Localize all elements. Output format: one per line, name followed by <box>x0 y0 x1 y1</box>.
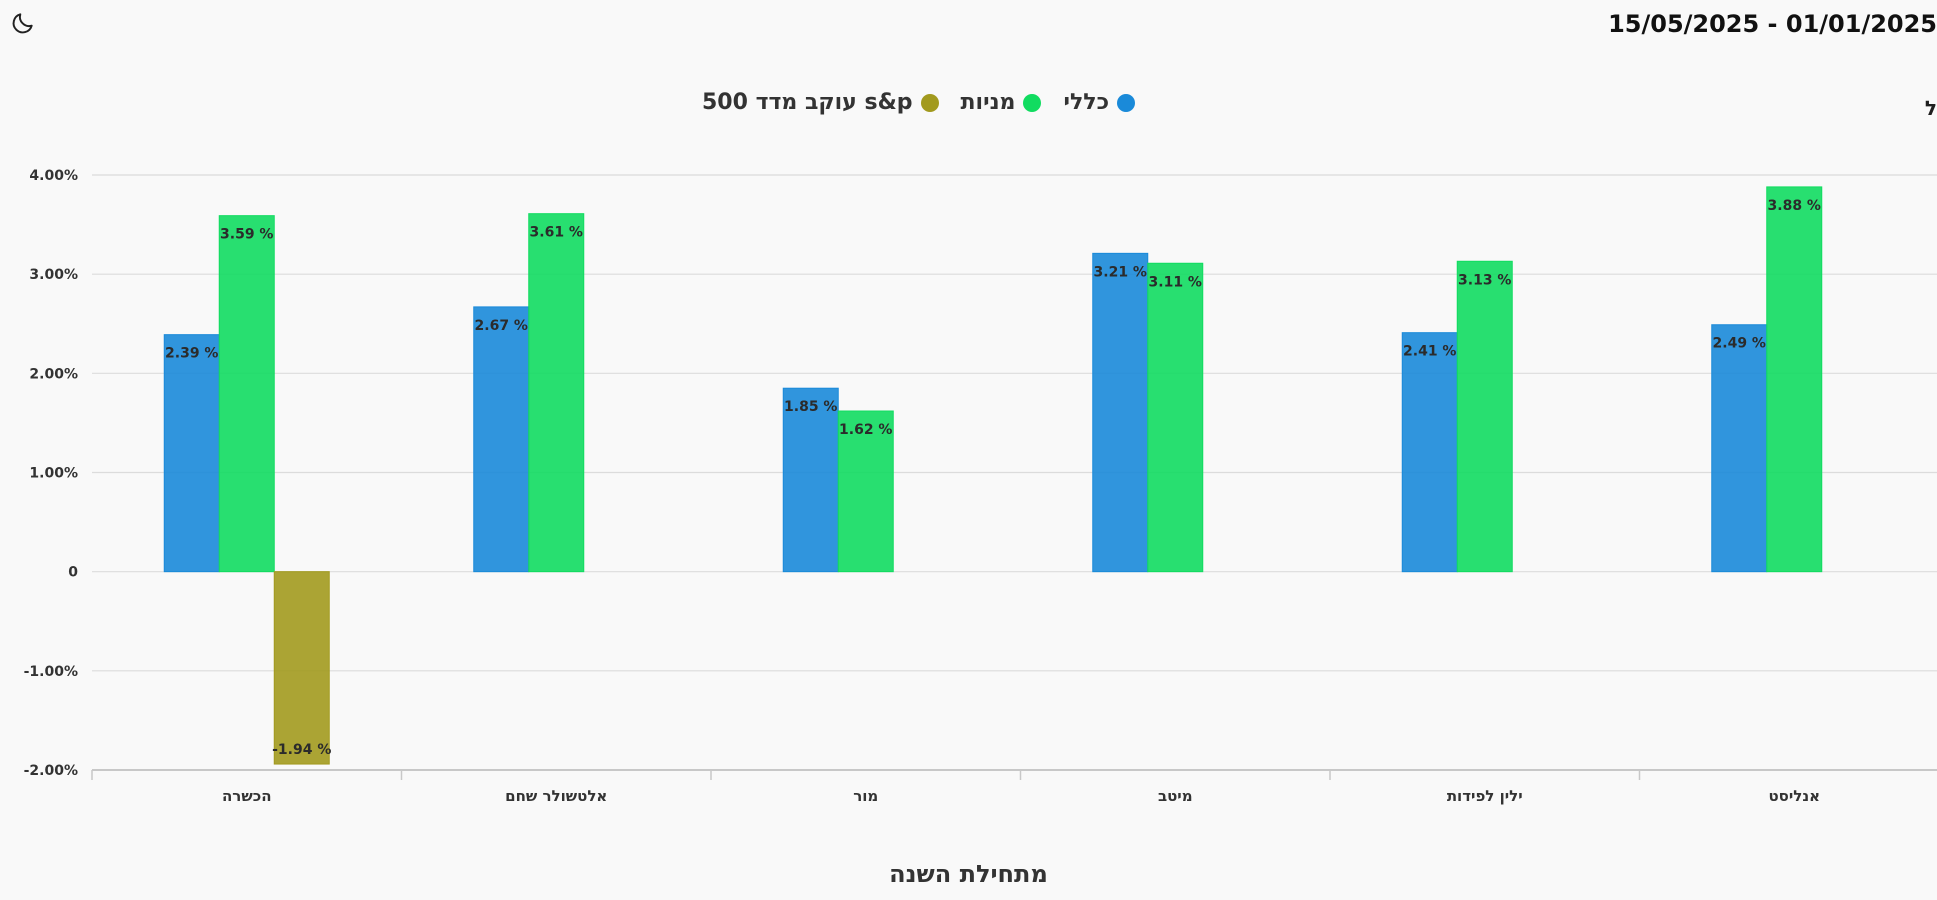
x-tick-label: ילין לפידות <box>1447 787 1523 805</box>
x-tick-label: אנליסט <box>1768 787 1820 805</box>
y-tick-label: -2.00% <box>24 763 78 779</box>
bar-series-2[interactable] <box>1456 260 1513 573</box>
bar-series-1[interactable] <box>782 387 839 573</box>
legend-label-series-2: מניות <box>960 90 1016 115</box>
date-range[interactable]: 15/05/2025 - 01/01/2025 <box>1608 10 1937 38</box>
x-tick-label: מיטב <box>1158 787 1193 805</box>
chart-legend: כללי מניות s&p עוקב מדד 500 <box>0 90 1937 115</box>
x-tick-label: הכשרה <box>222 787 272 805</box>
bar-series-3[interactable] <box>273 571 330 765</box>
bar-series-1[interactable] <box>1401 332 1458 573</box>
bar-series-1[interactable] <box>473 306 530 573</box>
theme-toggle-button[interactable] <box>8 8 38 38</box>
bar-series-1[interactable] <box>163 334 220 573</box>
data-label: -1.94 % <box>272 742 331 758</box>
x-tick-label: מור <box>853 787 878 805</box>
legend-label-series-3: s&p עוקב מדד 500 <box>701 90 913 115</box>
y-tick-label: 3.00% <box>29 267 78 283</box>
bar-series-1[interactable] <box>1711 324 1768 573</box>
data-label: 2.41 % <box>1403 344 1456 360</box>
data-label: 3.13 % <box>1458 272 1511 288</box>
bar-series-2[interactable] <box>1147 262 1204 573</box>
bar-series-2[interactable] <box>1766 186 1823 573</box>
x-tick-label: אלטשולר שחם <box>505 787 607 805</box>
bar-series-2[interactable] <box>528 213 585 573</box>
y-tick-label: 4.00% <box>29 168 78 184</box>
legend-item-series-2[interactable]: מניות <box>961 90 1042 115</box>
legend-item-series-1[interactable]: כללי <box>1063 90 1136 115</box>
data-label: 2.39 % <box>165 346 218 362</box>
edge-label: ל <box>1924 96 1937 120</box>
data-label: 3.61 % <box>530 225 583 241</box>
data-label: 1.62 % <box>839 422 892 438</box>
data-label: 3.21 % <box>1094 264 1147 280</box>
bar-series-2[interactable] <box>218 215 275 573</box>
y-tick-label: 1.00% <box>29 466 78 482</box>
legend-dot-series-3 <box>920 93 939 112</box>
bar-series-1[interactable] <box>1092 252 1149 573</box>
legend-dot-series-1 <box>1117 93 1136 112</box>
legend-label-series-1: כללי <box>1063 90 1110 115</box>
x-axis-title: מתחילת השנה <box>889 860 1048 888</box>
y-tick-label: 2.00% <box>29 366 78 382</box>
data-label: 3.59 % <box>220 227 273 243</box>
data-label: 2.67 % <box>475 318 528 334</box>
y-tick-label: -1.00% <box>24 664 78 680</box>
data-label: 3.11 % <box>1149 274 1202 290</box>
legend-item-series-3[interactable]: s&p עוקב מדד 500 <box>702 90 939 115</box>
legend-dot-series-2 <box>1023 93 1042 112</box>
data-label: 3.88 % <box>1768 198 1821 214</box>
data-label: 1.85 % <box>784 399 837 415</box>
data-label: 2.49 % <box>1713 336 1766 352</box>
bar-series-2[interactable] <box>837 410 894 573</box>
y-tick-label: 0 <box>68 565 78 581</box>
moon-icon <box>12 13 33 34</box>
